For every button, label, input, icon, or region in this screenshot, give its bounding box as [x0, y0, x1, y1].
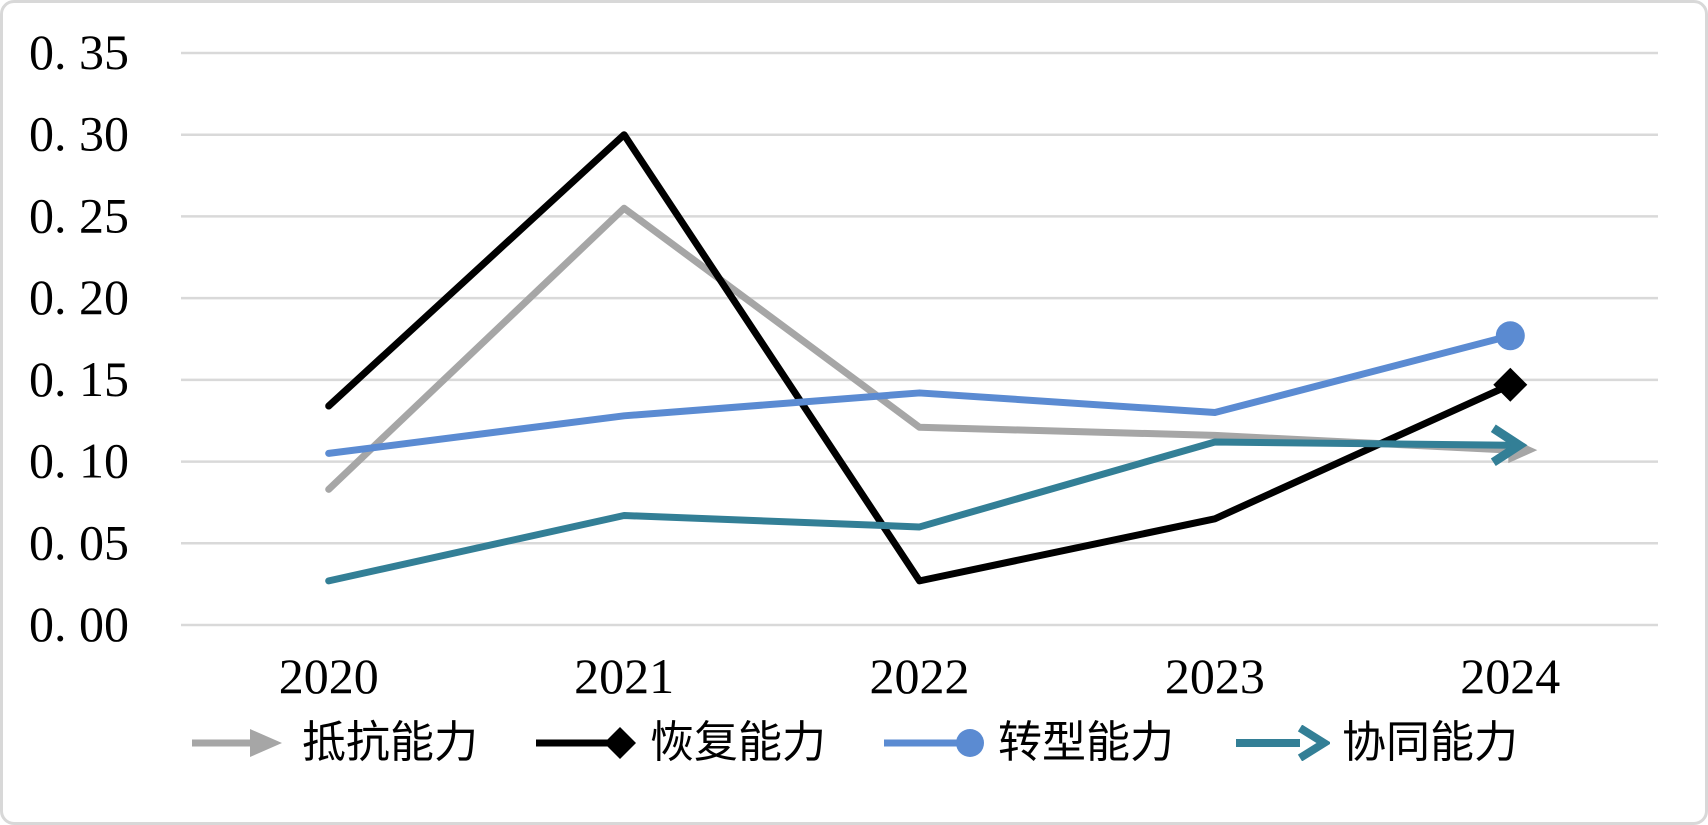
line-chevron-arrow-marker-icon — [1236, 725, 1330, 761]
legend: 抵抗能力 恢复能力 转型能力 协同能力 — [3, 721, 1705, 765]
gridlines — [181, 51, 1658, 627]
line-chart: 0. 00 0. 05 0. 10 0. 15 0. 20 0. 25 0. 30 0. 35… — [29, 24, 1658, 704]
svg-text:0. 30: 0. 30 — [29, 106, 129, 162]
svg-text:2022: 2022 — [870, 648, 970, 704]
line-diamond-marker-icon — [536, 727, 636, 759]
legend-item-transformation: 转型能力 — [882, 721, 1174, 765]
series-lines — [325, 131, 1538, 585]
legend-item-synergy: 协同能力 — [1230, 721, 1518, 765]
svg-text:2021: 2021 — [574, 648, 674, 704]
svg-text:0. 15: 0. 15 — [29, 351, 129, 407]
x-axis-tick-labels: 2020 2021 2022 2023 2024 — [279, 648, 1561, 704]
y-axis-tick-labels: 0. 00 0. 05 0. 10 0. 15 0. 20 0. 25 0. 30 0. 35 — [29, 24, 129, 652]
legend-item-recovery: 恢复能力 — [534, 721, 826, 765]
legend-label-resistance: 抵抗能力 — [302, 718, 478, 767]
legend-item-resistance: 抵抗能力 — [190, 721, 478, 765]
svg-text:0. 35: 0. 35 — [29, 24, 129, 80]
svg-text:0. 10: 0. 10 — [29, 433, 129, 489]
svg-text:2024: 2024 — [1460, 648, 1560, 704]
legend-label-recovery: 恢复能力 — [650, 718, 826, 767]
svg-text:2020: 2020 — [279, 648, 379, 704]
line-circle-marker-icon — [884, 729, 984, 757]
svg-text:2023: 2023 — [1165, 648, 1265, 704]
svg-text:0. 25: 0. 25 — [29, 187, 129, 243]
legend-label-transformation: 转型能力 — [998, 718, 1174, 767]
svg-text:0. 20: 0. 20 — [29, 269, 129, 325]
svg-text:0. 05: 0. 05 — [29, 514, 129, 570]
svg-text:0. 00: 0. 00 — [29, 596, 129, 652]
legend-label-synergy: 协同能力 — [1342, 718, 1518, 767]
line-arrow-marker-icon — [192, 729, 282, 757]
